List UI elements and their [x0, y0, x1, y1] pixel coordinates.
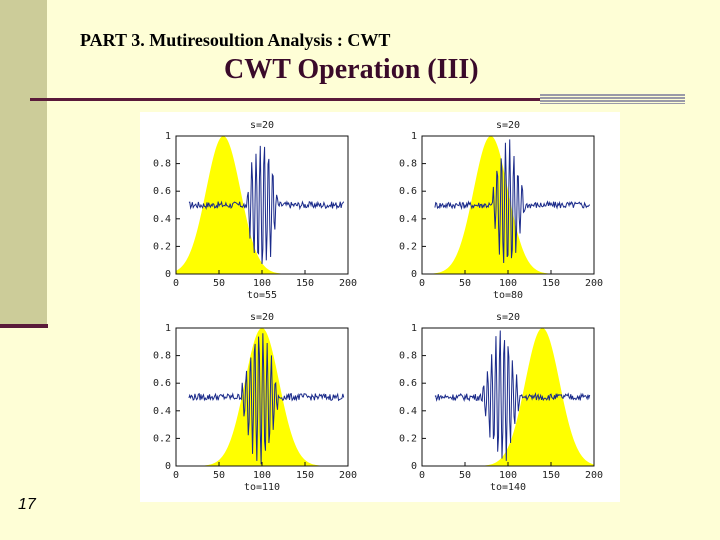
cwt-panel-3: 0 0.2 0.4 0.6 0.8 1 0 50 100 150 200 s=20 to=110: [153, 312, 357, 493]
y-tick-label: 0: [165, 461, 171, 472]
window-function-area: [176, 136, 348, 274]
signal-line: [188, 333, 345, 465]
y-tick-label: 0.4: [153, 214, 171, 225]
plot-body: 0 0.2 0.4 0.6 0.8 1 0 50 100 150 200 s=20 to=80: [399, 120, 603, 301]
page-number: 17: [18, 496, 36, 513]
plot-body: 0 0.2 0.4 0.6 0.8 1 0 50 100 150 200 s=20 to=55: [153, 120, 357, 301]
x-tick-label: 50: [459, 470, 471, 481]
y-tick-label: 0.4: [399, 406, 417, 417]
y-tick-label: 0.4: [153, 406, 171, 417]
cwt-panel-2: 0 0.2 0.4 0.6 0.8 1 0 50 100 150 200 s=20 to=80: [399, 120, 603, 301]
title-rule: [30, 98, 540, 101]
y-tick-label: 0.4: [399, 214, 417, 225]
plot-body: 0 0.2 0.4 0.6 0.8 1 0 50 100 150 200 s=20 to=110: [153, 312, 357, 493]
y-tick-label: 0.2: [399, 241, 417, 252]
y-tick-label: 0.2: [153, 433, 171, 444]
window-function-area: [422, 136, 594, 274]
y-tick-label: 1: [411, 323, 417, 334]
x-tick-label: 0: [419, 470, 425, 481]
panel-title: s=20: [250, 312, 274, 323]
panel-title: s=20: [496, 120, 520, 131]
panel-title: s=20: [496, 312, 520, 323]
x-tick-label: 100: [253, 278, 271, 289]
title-rule-accent: [540, 94, 685, 104]
left-accent-edge: [0, 324, 48, 328]
x-axis-label: to=55: [247, 290, 277, 301]
x-tick-label: 150: [296, 278, 314, 289]
slide-subtitle: PART 3. Mutiresoultion Analysis : CWT: [80, 30, 391, 50]
y-tick-label: 0.2: [153, 241, 171, 252]
y-tick-label: 0.6: [399, 378, 417, 389]
y-tick-label: 1: [411, 131, 417, 142]
x-tick-label: 200: [339, 278, 357, 289]
x-axis-label: to=140: [490, 482, 526, 493]
y-tick-label: 0.8: [399, 159, 417, 170]
x-tick-label: 50: [213, 278, 225, 289]
y-tick-label: 0.8: [153, 351, 171, 362]
cwt-panel-1: 0 0.2 0.4 0.6 0.8 1 0 50 100 150 200 s=20 to=55: [153, 120, 357, 301]
x-tick-label: 100: [499, 278, 517, 289]
x-tick-label: 150: [542, 470, 560, 481]
y-tick-label: 0: [411, 269, 417, 280]
x-axis-label: to=80: [493, 290, 523, 301]
x-tick-label: 100: [253, 470, 271, 481]
x-tick-label: 50: [459, 278, 471, 289]
x-tick-label: 100: [499, 470, 517, 481]
y-tick-label: 0.6: [153, 378, 171, 389]
x-tick-label: 0: [419, 278, 425, 289]
x-tick-label: 200: [585, 470, 603, 481]
x-tick-label: 150: [296, 470, 314, 481]
y-tick-label: 0.8: [399, 351, 417, 362]
window-function-area: [422, 328, 594, 466]
y-tick-label: 0.6: [399, 186, 417, 197]
left-accent-bar: [0, 0, 47, 325]
slide-title: CWT Operation (III): [224, 54, 479, 85]
x-axis-label: to=110: [244, 482, 280, 493]
panel-title: s=20: [250, 120, 274, 131]
signal-line: [434, 139, 591, 264]
plot-body: 0 0.2 0.4 0.6 0.8 1 0 50 100 150 200 s=20 to=140: [399, 312, 603, 493]
y-tick-label: 0.8: [153, 159, 171, 170]
signal-line: [188, 145, 345, 264]
y-tick-label: 1: [165, 323, 171, 334]
y-tick-label: 0.2: [399, 433, 417, 444]
x-tick-label: 0: [173, 278, 179, 289]
y-tick-label: 0: [165, 269, 171, 280]
y-tick-label: 0: [411, 461, 417, 472]
x-tick-label: 200: [339, 470, 357, 481]
x-tick-label: 150: [542, 278, 560, 289]
signal-line: [434, 330, 591, 461]
x-tick-label: 0: [173, 470, 179, 481]
y-tick-label: 0.6: [153, 186, 171, 197]
cwt-panel-4: 0 0.2 0.4 0.6 0.8 1 0 50 100 150 200 s=20 to=140: [399, 312, 603, 493]
x-tick-label: 50: [213, 470, 225, 481]
x-tick-label: 200: [585, 278, 603, 289]
y-tick-label: 1: [165, 131, 171, 142]
